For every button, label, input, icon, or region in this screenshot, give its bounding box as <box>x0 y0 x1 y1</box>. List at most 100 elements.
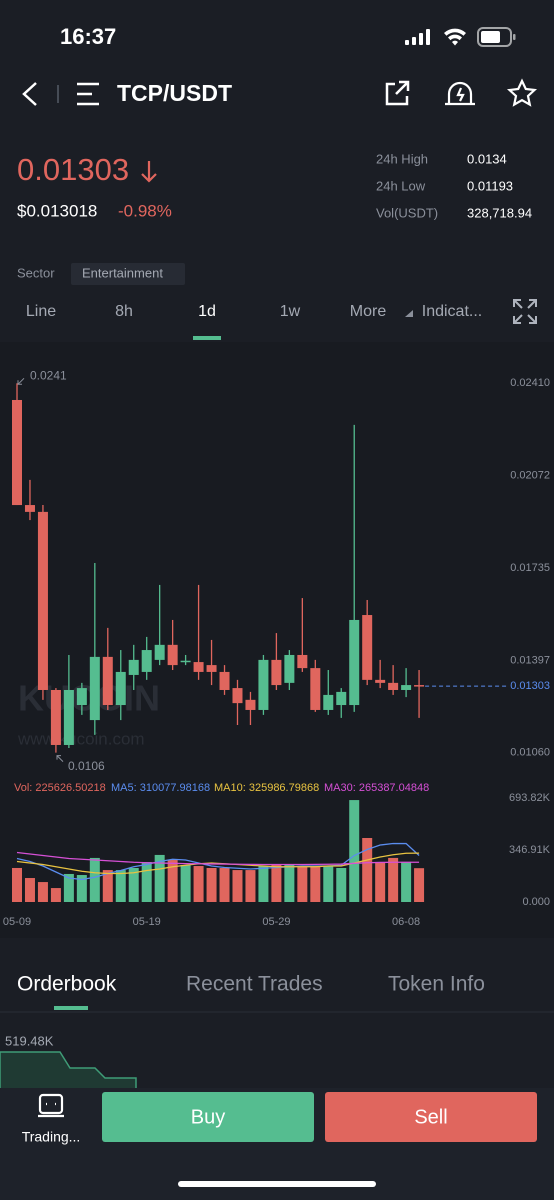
candle-body <box>349 619 360 706</box>
high-annotation: 0.0241 <box>30 368 67 382</box>
volume-bar <box>362 837 373 902</box>
candle-body <box>154 644 165 660</box>
down-arrow <box>141 161 157 183</box>
candle-body <box>401 685 412 690</box>
volume-bar <box>128 867 139 902</box>
candle-body <box>206 665 217 672</box>
lower-panel <box>0 938 554 1090</box>
buy-label[interactable]: Buy <box>191 1106 225 1128</box>
clock: 16:37 <box>60 24 116 49</box>
interval-tab[interactable]: More <box>350 303 387 320</box>
ma-line <box>16 851 420 866</box>
y-tick-label: 0.01397 <box>510 654 550 666</box>
watermark-url: www.kucoin.com <box>17 729 145 748</box>
volume-bar <box>206 867 217 902</box>
candle-body <box>193 662 204 672</box>
bottom-tab[interactable]: Recent Trades <box>186 973 323 996</box>
bottom-tab[interactable]: Orderbook <box>17 973 117 996</box>
volume-bar <box>37 882 48 902</box>
alert-button[interactable] <box>445 81 475 106</box>
low-arrow <box>56 755 64 762</box>
menu-button[interactable] <box>77 82 99 106</box>
volume-bar <box>24 878 35 902</box>
volume-bar <box>401 861 412 902</box>
favorite-button[interactable] <box>506 78 538 107</box>
trading-label[interactable]: Trading... <box>22 1129 81 1145</box>
volume-bar <box>167 860 178 902</box>
candle-body <box>115 671 126 706</box>
volume-bar <box>414 868 425 902</box>
volume-tick-label: 346.91K <box>509 844 551 856</box>
last-price: 0.01303 <box>17 152 129 187</box>
stat-value: 0.01193 <box>467 178 513 193</box>
ma-line <box>16 842 420 881</box>
sector-value: Entertainment <box>82 265 163 280</box>
candle-body <box>388 682 399 690</box>
high-arrow <box>17 377 25 385</box>
fiat-price: $0.013018 <box>17 201 97 220</box>
volume-bar <box>232 870 243 902</box>
ma-legend: MA30: 265387.04848 <box>324 782 429 794</box>
candle-body <box>219 671 230 690</box>
ma-legend: MA10: 325986.79868 <box>214 782 319 794</box>
sell-label[interactable]: Sell <box>414 1106 447 1128</box>
stat-label: Vol(USDT) <box>376 205 438 220</box>
volume-bar <box>219 867 230 902</box>
candle-body <box>362 615 373 680</box>
candle-body <box>297 654 308 669</box>
sell-button[interactable] <box>325 1092 537 1142</box>
volume-bar <box>245 870 256 902</box>
fullscreen-button[interactable] <box>513 299 537 324</box>
volume-bar <box>310 866 321 902</box>
x-tick-label: 05-29 <box>262 916 290 928</box>
candle-body <box>310 668 321 710</box>
interval-tab[interactable]: 8h <box>115 303 133 320</box>
volume-bar <box>258 866 269 902</box>
candle-body <box>24 505 35 512</box>
share-button[interactable] <box>385 80 410 106</box>
volume-bar <box>180 864 191 902</box>
volume-bar <box>12 867 22 902</box>
chart: 0.02410 0.02072 0.01735 0.01397 0.01060 693.8… <box>3 368 551 927</box>
back-button[interactable] <box>22 82 37 106</box>
volume-bar <box>63 873 74 902</box>
volume-bar <box>154 854 165 902</box>
low-annotation: 0.0106 <box>68 759 105 773</box>
stat-value: 328,718.94 <box>467 205 532 220</box>
tab-underline <box>193 336 221 340</box>
volume-bar <box>76 875 87 902</box>
pair-title: TCP/USDT <box>117 80 232 106</box>
price-change: -0.98% <box>118 201 172 220</box>
candle-body <box>232 688 243 704</box>
volume-bar <box>102 870 113 902</box>
volume-bar <box>375 861 386 902</box>
candle-body <box>180 660 191 663</box>
interval-tabs: Line 8h 1d 1w More Indicat... <box>26 303 482 340</box>
candle-body <box>271 659 282 686</box>
status-icons <box>405 27 516 47</box>
volume-bar <box>193 866 204 902</box>
candle-body <box>258 659 269 710</box>
candle-body <box>284 654 295 683</box>
bottom-tab[interactable]: Token Info <box>388 973 485 996</box>
y-tick-label: 0.02072 <box>510 470 550 482</box>
volume-bar <box>349 800 360 902</box>
candle-body <box>414 685 425 687</box>
trading-icon[interactable] <box>38 1093 64 1118</box>
interval-tab[interactable]: 1d <box>198 303 216 320</box>
volume-bar <box>141 861 152 902</box>
interval-tab[interactable]: Indicat... <box>422 303 482 320</box>
candle-body <box>323 694 334 710</box>
depth-label: 519.48K <box>5 1033 54 1048</box>
y-tick-label: 0.01060 <box>510 747 550 759</box>
interval-tab[interactable]: 1w <box>280 303 301 320</box>
candle-body <box>102 656 113 706</box>
x-tick-label: 05-19 <box>133 916 161 928</box>
interval-tab[interactable]: Line <box>26 303 56 320</box>
stat-label: 24h Low <box>376 178 426 193</box>
volume-tick-label: 693.82K <box>509 792 551 804</box>
sector-chip[interactable] <box>71 263 185 285</box>
ma-legend: MA5: 310077.98168 <box>111 782 210 794</box>
buy-button[interactable] <box>102 1092 314 1142</box>
